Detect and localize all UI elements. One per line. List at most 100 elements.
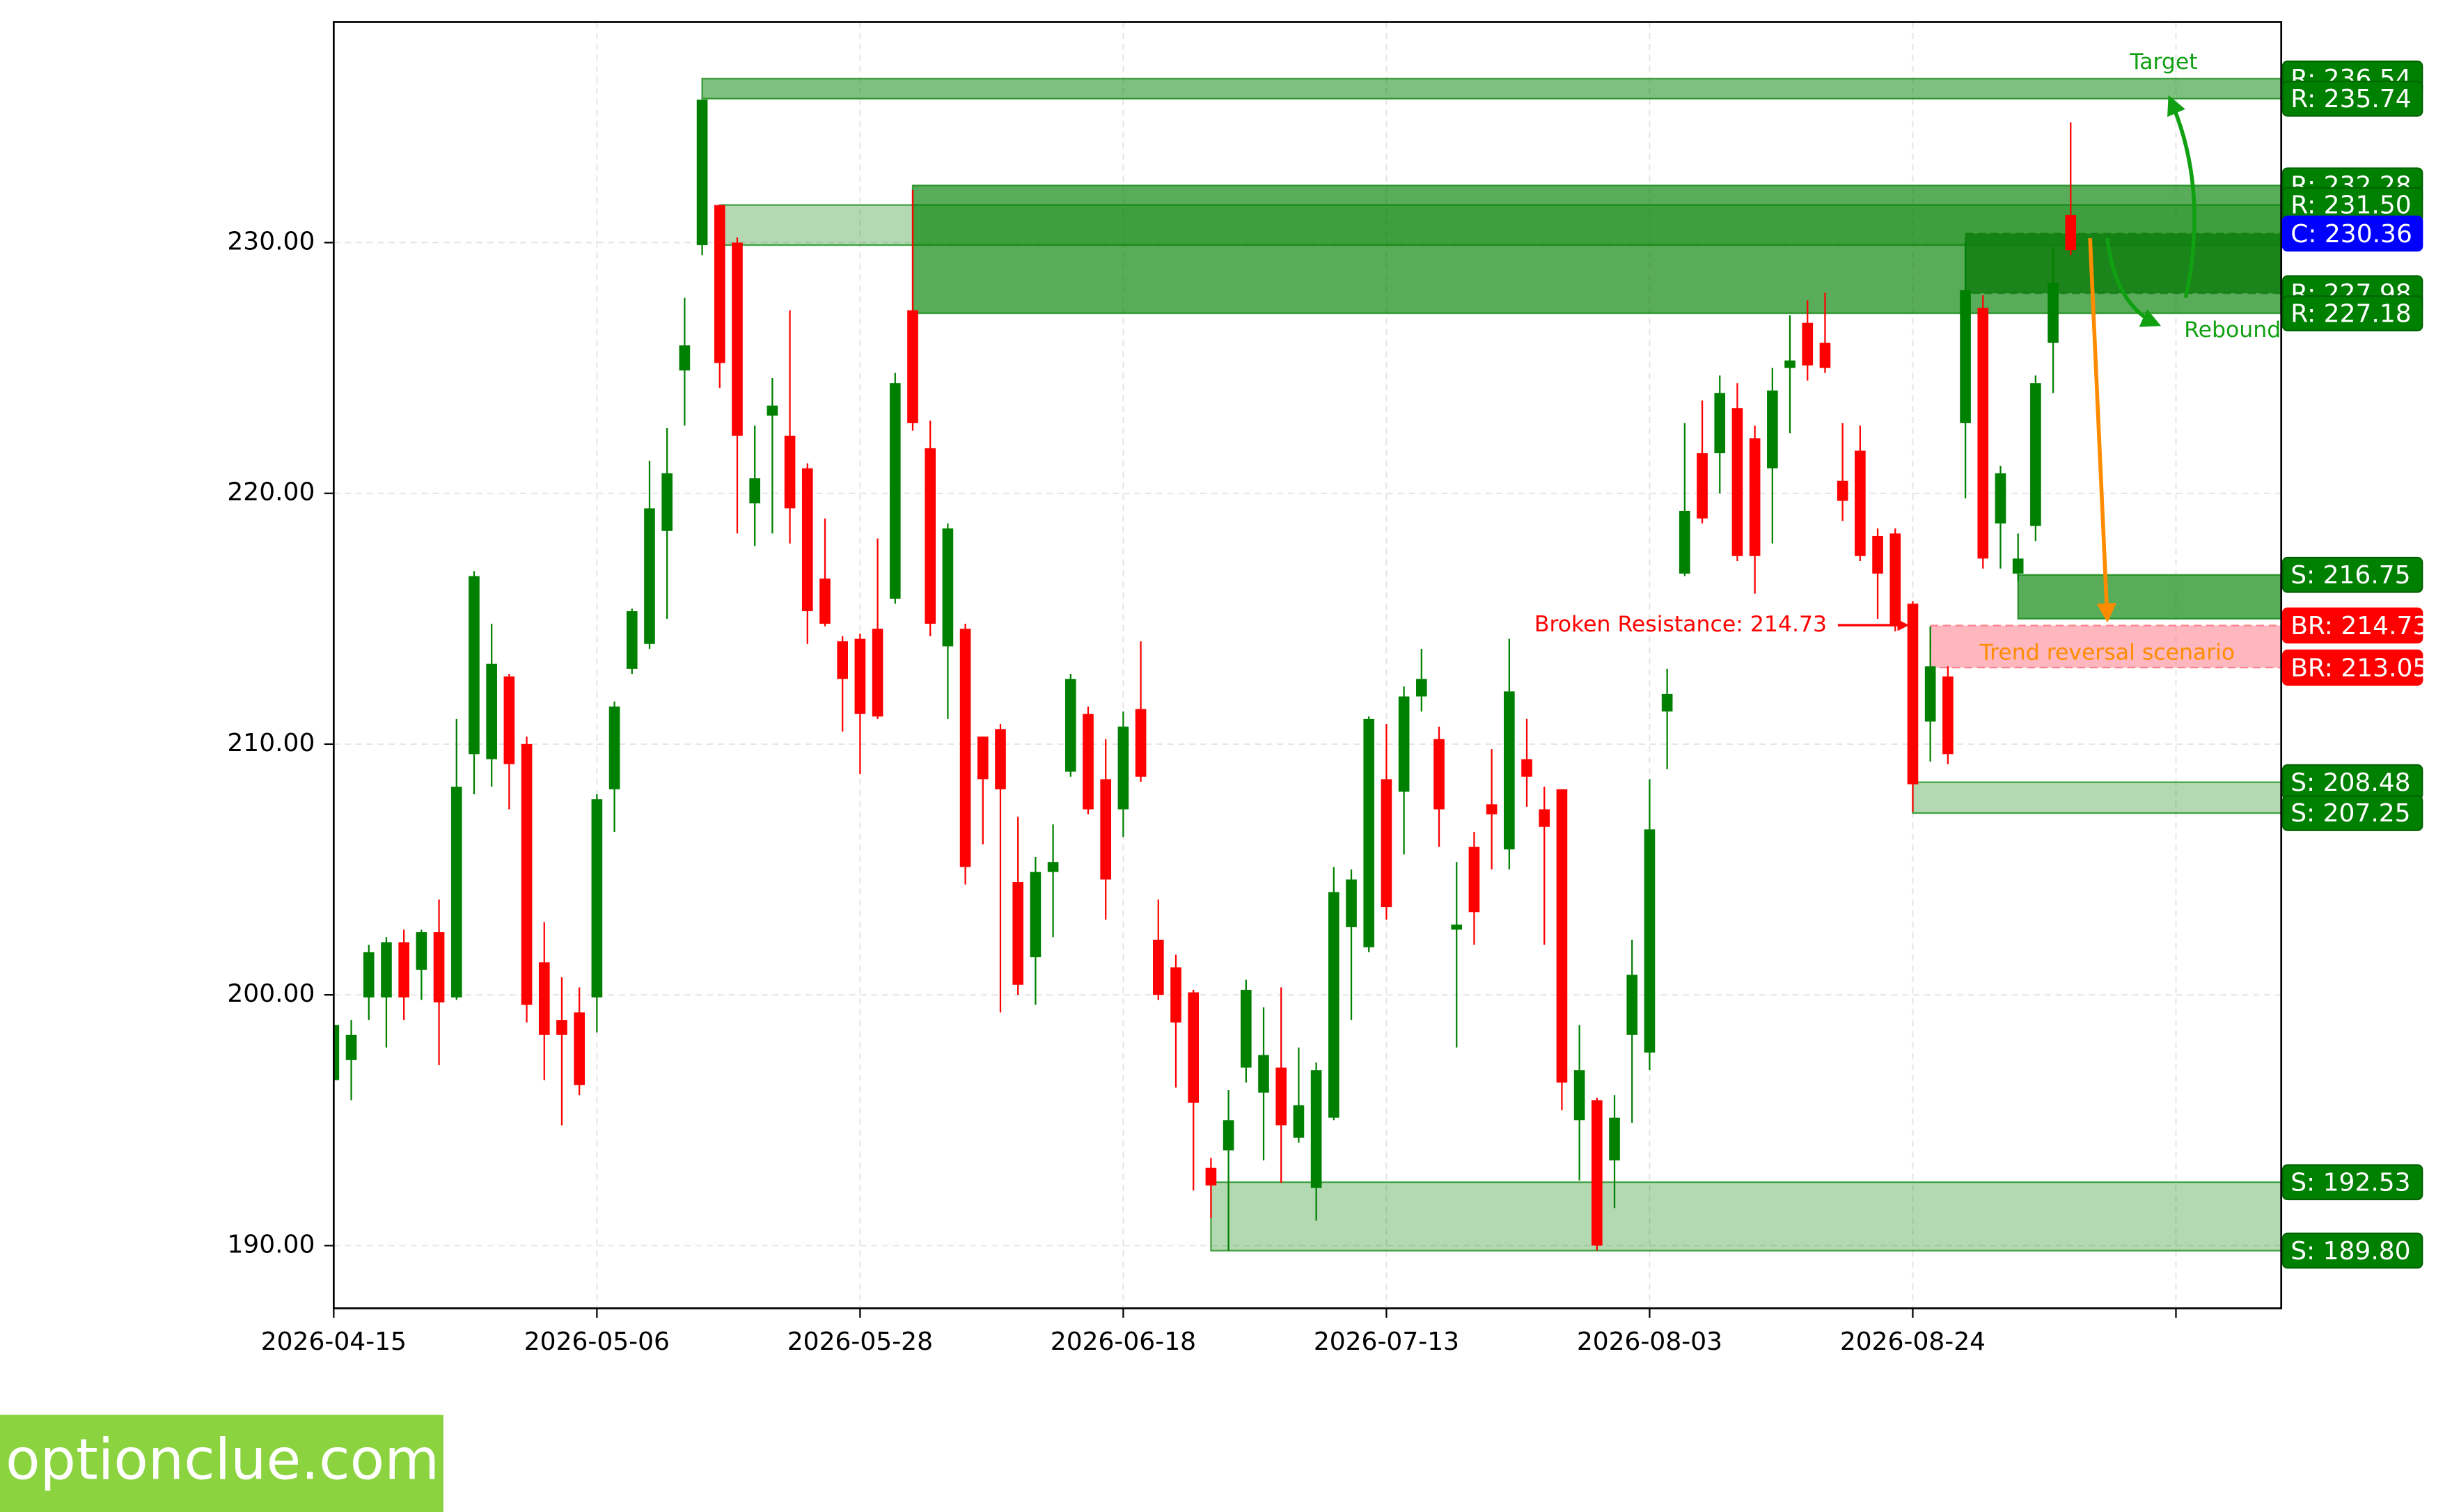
candle-body [1468,846,1480,913]
candle-body [486,663,497,759]
level-box [2281,1164,2423,1201]
level-label: S: 216.75 [2290,561,2410,590]
x-tick-label: 2026-08-24 [1840,1328,1986,1356]
candle-body [1819,342,1831,368]
candle-body [2012,558,2024,574]
candle-body [1310,1070,1322,1188]
candle-body [959,629,971,867]
candle-body [1398,696,1410,792]
candle-body [1083,714,1094,810]
watermark: optionclue.com [6,1428,439,1493]
axes: 190.00 200.00 210.00 220.00 230.00 2026-04-15… [227,227,2177,1356]
candle-body [1047,862,1059,872]
candle-body [749,478,760,504]
candle-body [732,242,743,436]
candles [333,100,2077,1251]
candle-body [1573,1070,1585,1121]
x-tick-label: 2026-05-06 [524,1328,670,1356]
candle-body [1679,510,1690,574]
candle-body [1626,975,1638,1035]
candle-body [1293,1105,1305,1138]
candle-body [1275,1067,1287,1126]
x-tick-label: 2026-06-18 [1051,1328,1196,1356]
x-tick-label: 2026-04-15 [261,1328,407,1356]
candle-body [1609,1117,1620,1160]
zone [1912,781,2281,814]
candle-body [2030,383,2041,526]
candle-body [1100,779,1112,880]
candle-body [556,1020,567,1035]
candle-body [1153,939,1164,995]
candle-body [503,676,515,764]
candle-body [1241,989,1252,1068]
broken-label: Broken Resistance: 214.73 [1534,612,1827,637]
candle-body [2065,214,2077,251]
candle-body [1170,967,1181,1023]
candle-body [1012,882,1024,985]
candle-body [626,611,638,669]
candle-body [381,942,392,998]
candle-body [1942,676,1954,755]
candle-body [2048,283,2059,343]
candle-body [1837,480,1848,501]
candle-body [819,578,831,624]
candle-body [1661,693,1673,712]
candle-body [1749,438,1761,556]
candle-body [977,737,989,780]
candle-body [925,448,936,624]
candle-body [1539,809,1550,827]
candle-body [1872,535,1883,574]
y-tick-label: 200.00 [227,979,315,1008]
candle-body [661,473,673,531]
zone [1210,1181,2281,1252]
candle-body [889,383,901,599]
candle-body [1767,391,1778,468]
candle-body [521,743,533,1005]
candle-body [1960,290,1971,423]
candle-body [854,638,866,714]
candle-body [1135,709,1147,777]
candle-body [784,435,796,509]
level-label: R: 231.50 [2290,191,2411,220]
annotations: Target Rebound Trend reversal scenario B… [1534,49,2281,666]
level-label: C: 230.36 [2290,220,2412,249]
candle-body [1504,691,1515,850]
candle-body [1030,872,1042,958]
level-box [2281,1232,2423,1269]
candle-body [942,528,954,647]
level-label: S: 208.48 [2290,769,2410,797]
level-label: R: 227.18 [2290,299,2411,328]
trend-label: Trend reversal scenario [1979,640,2235,666]
candle-body [333,1025,340,1080]
candle-body [398,942,409,998]
level-box [2281,649,2423,686]
candle-body [1924,666,1936,722]
y-tick-label: 230.00 [227,227,315,255]
rebound-label: Rebound [2184,317,2281,342]
candle-body [696,100,708,246]
candle-body [1223,1120,1234,1151]
candle-body [714,205,725,363]
candle-body [1731,408,1743,556]
candle-body [1521,759,1532,777]
candle-body [450,787,462,998]
candle-body [907,310,918,423]
level-label: R: 235.74 [2290,85,2411,113]
candle-body [1714,393,1726,454]
candle-body [837,641,849,679]
candle-body [801,468,813,612]
candle-body [416,932,427,970]
x-tick-label: 2026-08-03 [1577,1328,1722,1356]
plot-frame [333,21,2283,1309]
candle-body [1995,473,2006,523]
candle-body [1064,679,1076,772]
candle-body [1802,322,1814,366]
zone [701,77,2281,100]
candle-body [345,1034,357,1060]
candle-body [1644,829,1656,1053]
candle-body [1363,718,1375,947]
x-tick-label: 2026-07-13 [1314,1328,1459,1356]
candle-body [995,729,1006,789]
